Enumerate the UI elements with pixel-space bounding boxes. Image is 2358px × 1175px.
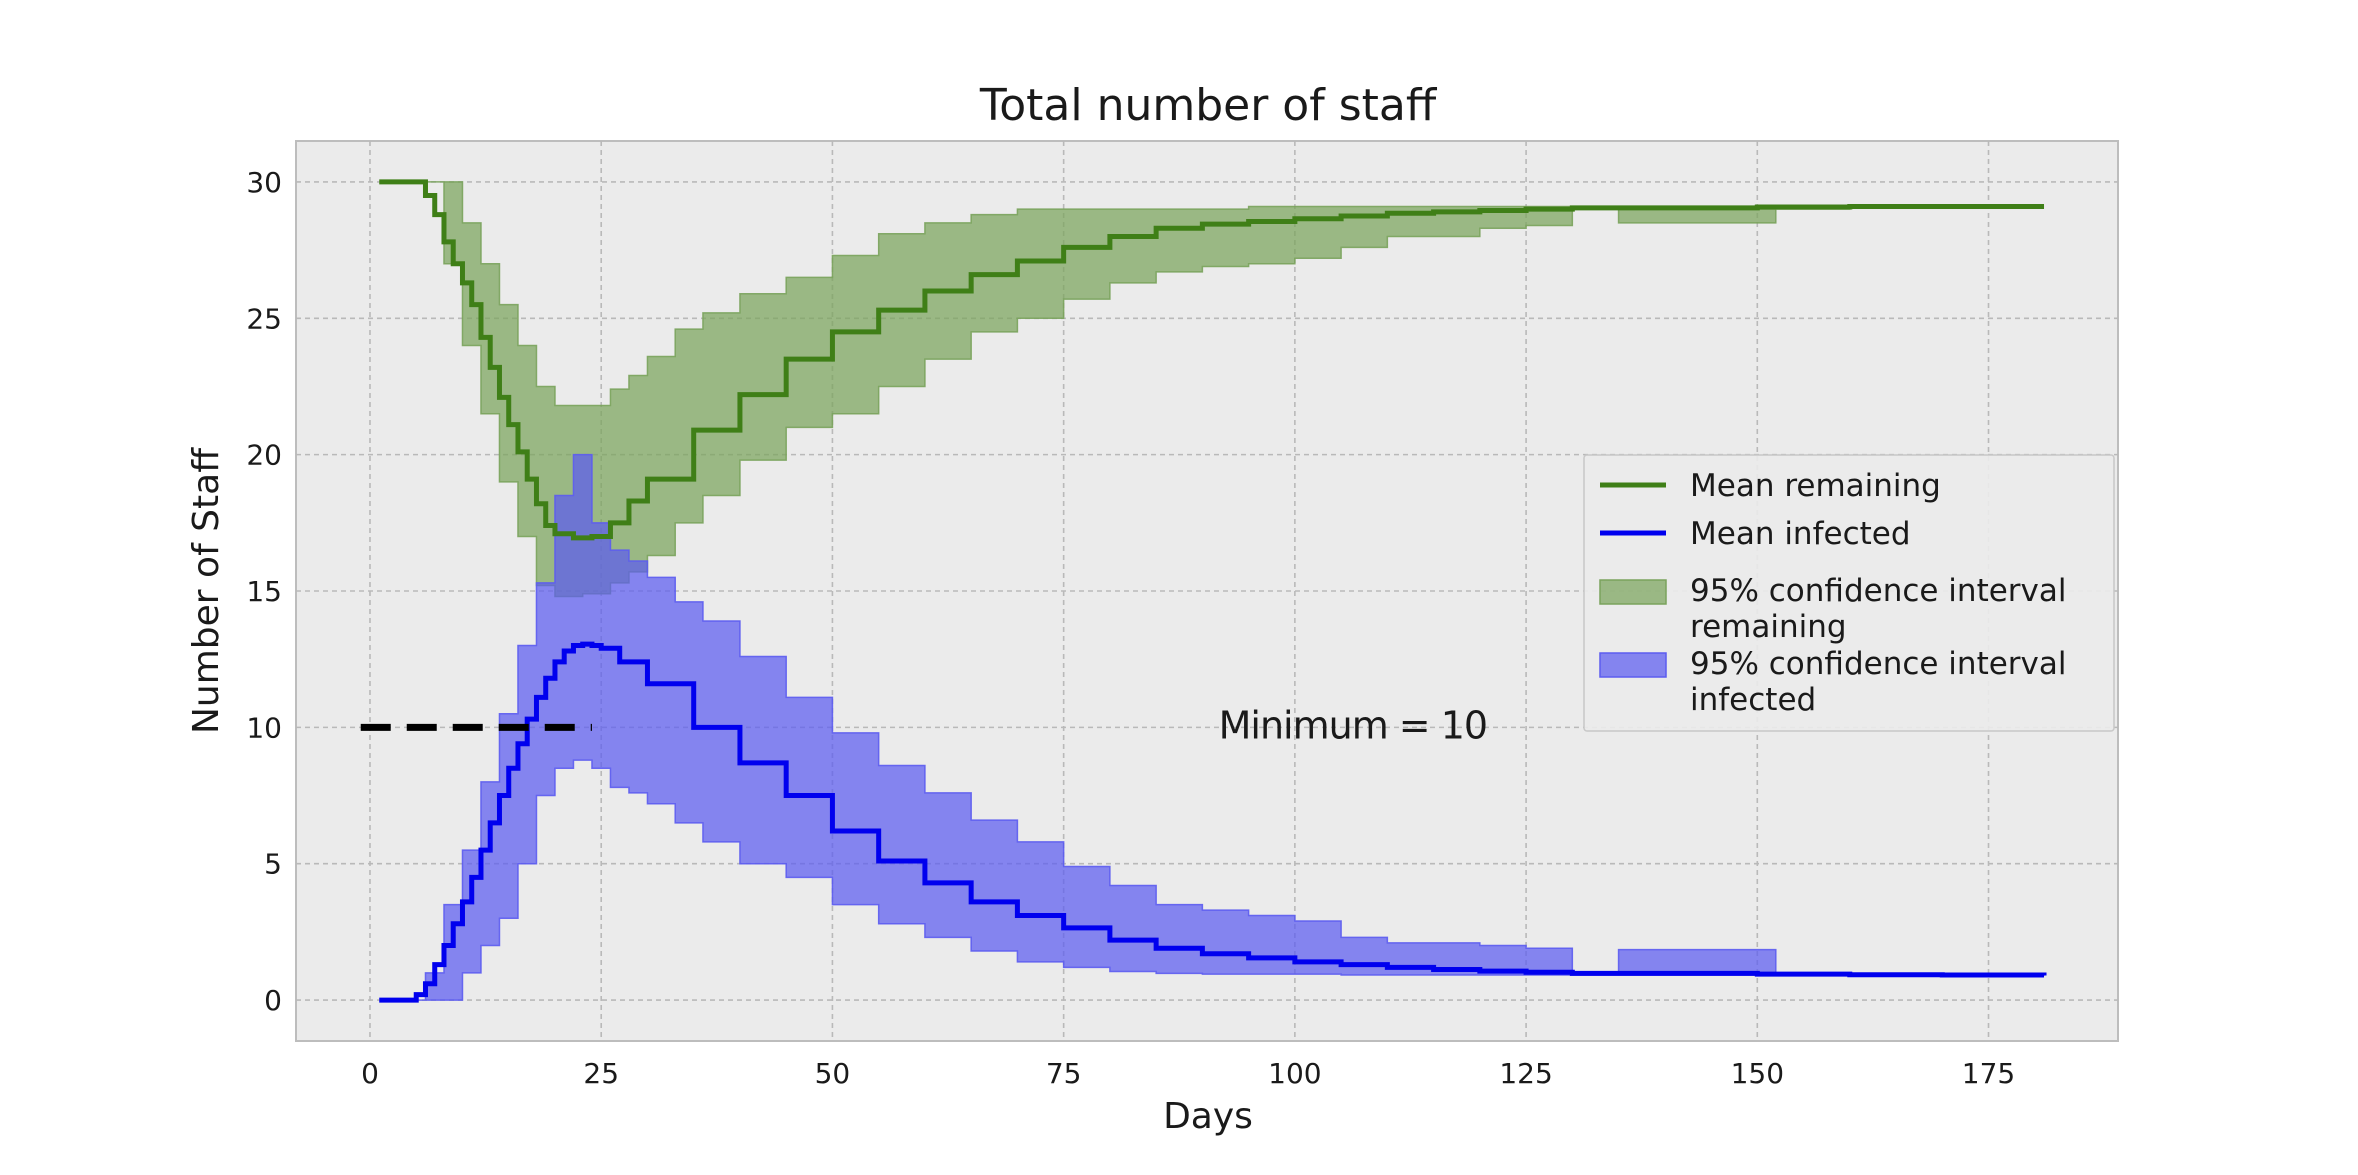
legend-label: 95% confidence interval remaining — [1690, 573, 2067, 645]
y-axis-ticks: 0 5 10 15 20 25 30 — [246, 166, 282, 1017]
x-tick-label: 150 — [1731, 1057, 1784, 1090]
y-tick-label: 5 — [264, 848, 282, 881]
mean-line — [379, 179, 2045, 541]
confidence-band — [425, 181, 2045, 598]
y-tick-label: 25 — [246, 302, 282, 335]
y-tick-label: 10 — [246, 711, 282, 744]
x-tick-label: 100 — [1268, 1057, 1321, 1090]
x-axis-label: Days — [1163, 1096, 1253, 1137]
chart-title: Total number of staff — [979, 80, 1438, 131]
mean-lines — [379, 179, 2047, 1003]
y-tick-label: 20 — [246, 439, 282, 472]
legend: Mean remaining Mean infected 95% confidenc… — [1583, 454, 2115, 732]
legend-box — [1583, 454, 2115, 732]
legend-patch-marker — [1599, 652, 1667, 678]
minimum-annotation: Minimum = 10 — [1219, 704, 1487, 748]
x-tick-label: 125 — [1499, 1057, 1552, 1090]
y-tick-label: 30 — [246, 166, 282, 199]
x-tick-label: 75 — [1046, 1057, 1082, 1090]
x-tick-label: 50 — [815, 1057, 851, 1090]
legend-label: Mean remaining — [1690, 468, 1941, 504]
x-tick-label: 25 — [583, 1057, 619, 1090]
confidence-band — [406, 453, 2045, 1001]
legend-label: 95% confidence interval infected — [1690, 646, 2067, 718]
y-tick-label: 15 — [246, 575, 282, 608]
y-axis-label: Number of Staff — [186, 447, 227, 734]
x-tick-label: 0 — [361, 1057, 379, 1090]
legend-patch-marker — [1599, 579, 1667, 605]
x-tick-label: 175 — [1962, 1057, 2015, 1090]
legend-label: Mean infected — [1690, 516, 1911, 552]
mean-line — [379, 641, 2047, 1003]
y-tick-label: 0 — [264, 984, 282, 1017]
confidence-bands — [406, 181, 2045, 1001]
x-axis-ticks: 0 25 50 75 100 125 150 175 — [361, 1057, 2015, 1090]
